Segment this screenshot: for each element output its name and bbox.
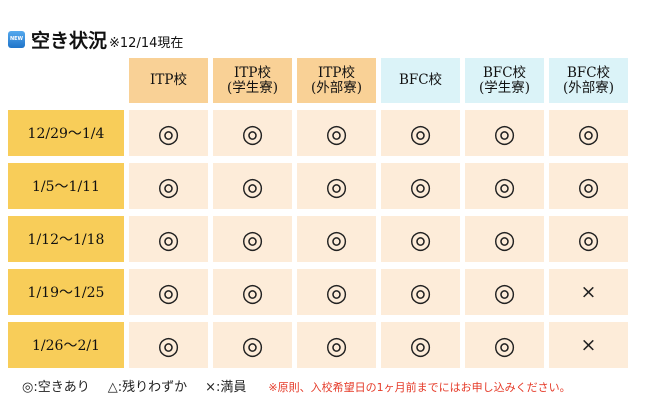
availability-cell: ◎ — [129, 110, 208, 156]
period-label: 12/29～1/4 — [8, 110, 124, 156]
column-header-itp-2: ITP校 (外部寮) — [297, 58, 376, 103]
page-title: 空き状況 — [31, 29, 108, 52]
availability-cell: ◎ — [549, 163, 628, 209]
period-label: 1/26～2/1 — [8, 322, 124, 368]
availability-cell: ◎ — [213, 269, 292, 315]
table-corner — [8, 58, 124, 103]
availability-cell: ◎ — [297, 322, 376, 368]
availability-cell: ◎ — [129, 322, 208, 368]
as-of-date: ※12/14現在 — [109, 35, 184, 51]
availability-cell: ◎ — [129, 216, 208, 262]
availability-cell: ◎ — [465, 322, 544, 368]
availability-cell: ◎ — [381, 163, 460, 209]
period-label: 1/12～1/18 — [8, 216, 124, 262]
period-label: 1/19～1/25 — [8, 269, 124, 315]
availability-cell: ◎ — [465, 163, 544, 209]
availability-cell: ◎ — [381, 322, 460, 368]
availability-cell: ◎ — [297, 269, 376, 315]
legend-note: ※原則、入校希望日の1ヶ月前までにはお申し込みください。 — [268, 381, 571, 394]
title-row: NEW 空き状況 ※12/14現在 — [8, 26, 183, 52]
availability-cell: ◎ — [465, 216, 544, 262]
availability-cell: ◎ — [381, 110, 460, 156]
column-header-label: BFC校 — [566, 64, 611, 81]
availability-cell: ◎ — [465, 110, 544, 156]
column-header-label: ITP校 — [234, 64, 271, 81]
availability-cell: × — [549, 269, 628, 315]
column-header-bfc-3: BFC校 — [381, 58, 460, 103]
column-header-label: ITP校 — [318, 64, 355, 81]
column-header-sublabel: (学生寮) — [226, 79, 279, 96]
column-header-label: ITP校 — [150, 72, 187, 89]
legend-available: ◎:空きあり — [22, 380, 90, 395]
availability-cell: ◎ — [129, 163, 208, 209]
legend-few-left: △:残りわずか — [107, 380, 188, 395]
period-label: 1/5～1/11 — [8, 163, 124, 209]
availability-cell: ◎ — [213, 216, 292, 262]
column-header-itp-1: ITP校 (学生寮) — [213, 58, 292, 103]
new-badge-icon: NEW — [8, 30, 25, 48]
availability-cell: ◎ — [297, 163, 376, 209]
column-header-bfc-5: BFC校 (外部寮) — [549, 58, 628, 103]
legend-full: ×:満員 — [205, 380, 247, 395]
availability-cell: ◎ — [297, 216, 376, 262]
column-header-label: BFC校 — [398, 72, 443, 89]
availability-cell: ◎ — [213, 110, 292, 156]
availability-cell: ◎ — [129, 269, 208, 315]
column-header-sublabel: (外部寮) — [310, 79, 363, 96]
availability-cell: ◎ — [297, 110, 376, 156]
availability-cell: ◎ — [213, 163, 292, 209]
availability-cell: ◎ — [549, 110, 628, 156]
availability-cell: ◎ — [381, 216, 460, 262]
column-header-bfc-4: BFC校 (学生寮) — [465, 58, 544, 103]
column-header-sublabel: (外部寮) — [562, 79, 615, 96]
availability-cell: × — [549, 322, 628, 368]
legend: ◎:空きあり △:残りわずか ×:満員 ※原則、入校希望日の1ヶ月前までにはお申… — [22, 376, 571, 395]
availability-cell: ◎ — [213, 322, 292, 368]
availability-cell: ◎ — [549, 216, 628, 262]
column-header-label: BFC校 — [482, 64, 527, 81]
column-header-itp-0: ITP校 — [129, 58, 208, 103]
availability-cell: ◎ — [381, 269, 460, 315]
availability-cell: ◎ — [465, 269, 544, 315]
availability-table: ITP校 ITP校 (学生寮) ITP校 (外部寮) BFC校 BFC校 (学生寮) BFC校(… — [8, 58, 628, 368]
column-header-sublabel: (学生寮) — [478, 79, 531, 96]
